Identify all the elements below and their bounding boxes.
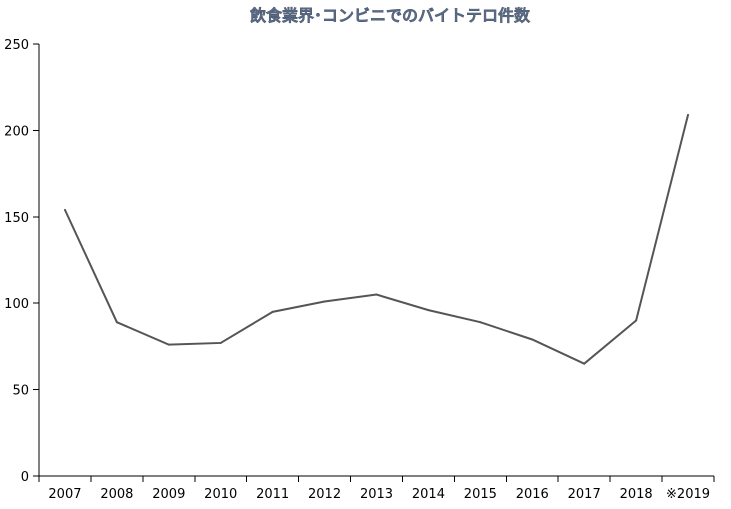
y-tick-label: 150 [4,211,29,226]
x-tick-label: 2011 [256,487,289,502]
x-tick-label: 2012 [308,487,341,502]
chart-title: 飲食業界･コンビニでのバイトテロ件数 [249,6,531,25]
x-tick-label: 2015 [464,487,497,502]
x-tick-label: 2018 [620,487,653,502]
data-point [271,310,274,313]
data-point [531,338,534,341]
data-point [63,208,66,211]
x-tick-label: 2016 [516,487,549,502]
y-tick-label: 200 [4,124,29,139]
y-tick-label: 100 [4,297,29,312]
x-tick-label: 2013 [360,487,393,502]
y-tick-label: 250 [4,38,29,53]
x-tick-label: ※2019 [666,487,710,502]
x-tick-label: 2009 [152,487,185,502]
x-tick-label: 2008 [100,487,133,502]
x-tick-label: 2017 [568,487,601,502]
data-point [323,300,326,303]
x-axis: 2007 2008 2009 2010 2011 2012 2013 2014 2015 2016… [38,475,715,502]
y-axis: 0 50 100 150 200 250 [4,38,40,485]
data-point [635,319,638,322]
x-tick-label: 2007 [48,487,81,502]
data-point [583,362,586,365]
series-layer [63,113,690,365]
y-tick-label: 0 [21,470,29,485]
data-point [375,293,378,296]
data-point [427,309,430,312]
data-point [167,343,170,346]
x-tick-label: 2014 [412,487,445,502]
series-line-0 [64,114,690,365]
data-point [479,321,482,324]
x-tick-label: 2010 [204,487,237,502]
y-tick-label: 50 [12,384,29,399]
data-point [687,113,690,116]
data-point [219,341,222,344]
data-point [115,321,118,324]
